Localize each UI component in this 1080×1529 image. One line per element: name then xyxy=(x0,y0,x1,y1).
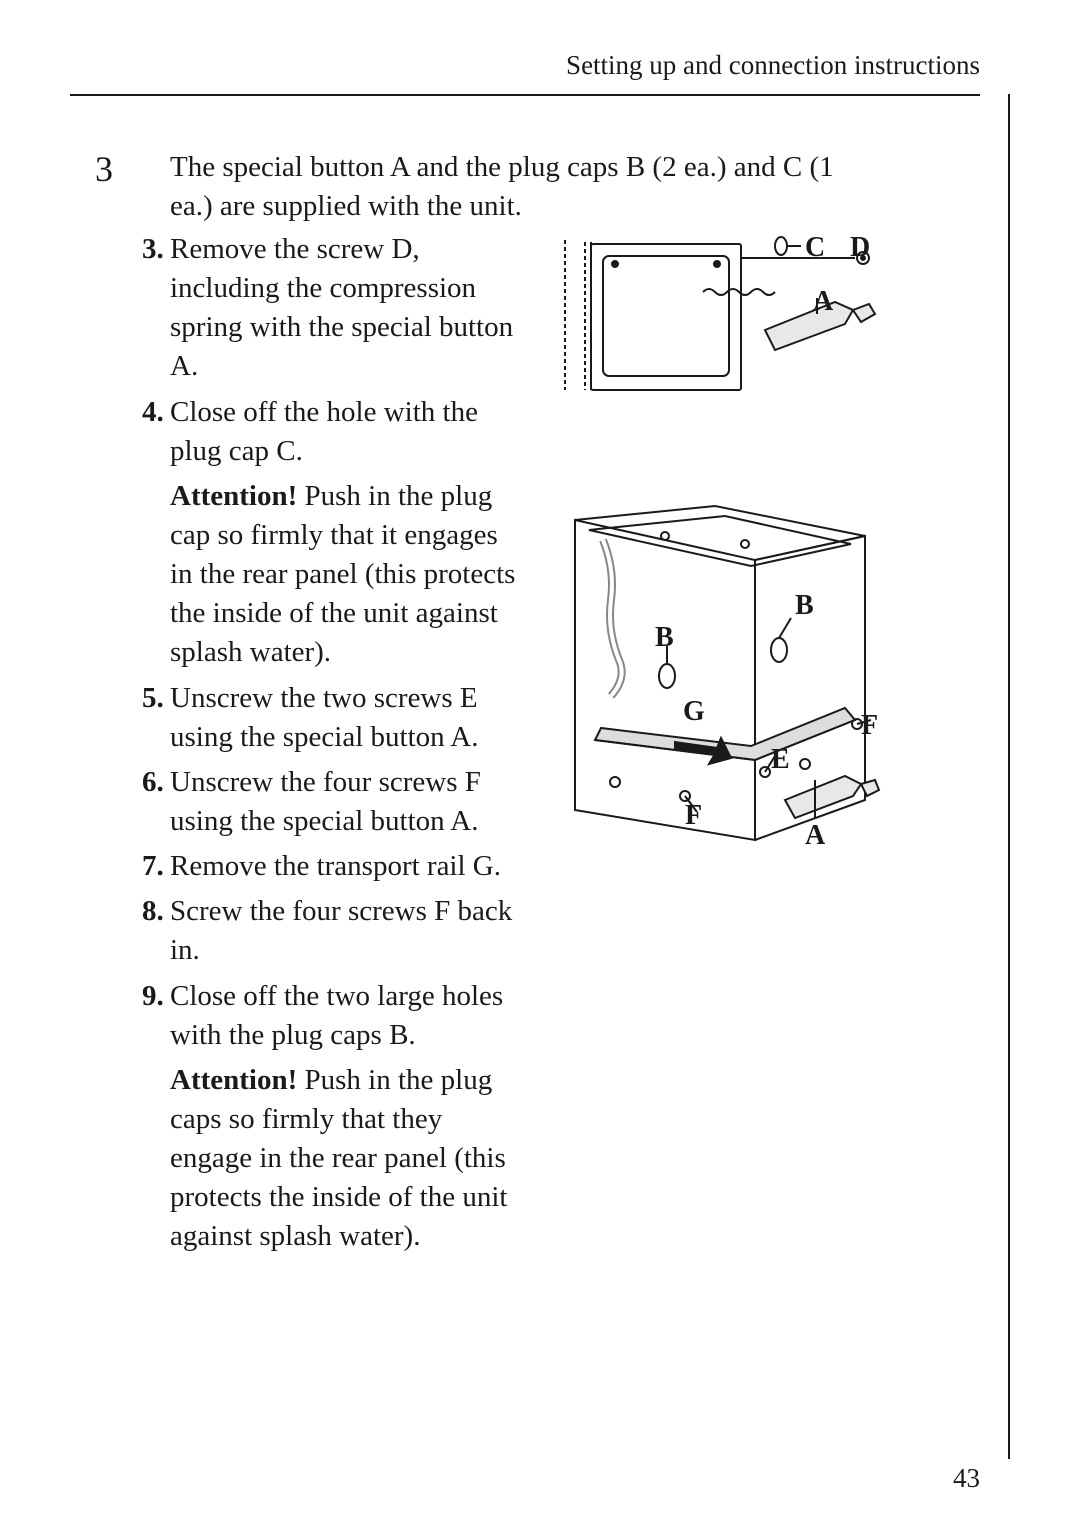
figure-bottom: B B G F F E A xyxy=(555,500,885,850)
list-item: 3.Remove the screw D, including the comp… xyxy=(142,230,522,387)
list-item: 4.Close off the hole with the plug cap C… xyxy=(142,393,522,471)
list-item: Attention! Push in the plug cap so firml… xyxy=(142,477,522,673)
attention-label: Attention! xyxy=(170,480,297,512)
item-num: 8. xyxy=(142,892,170,970)
item-body: Remove the transport rail G. xyxy=(170,847,522,886)
fig-label-f2: F xyxy=(685,800,702,832)
item-body: Close off the hole with the plug cap C. xyxy=(170,393,522,471)
fig-label-d: D xyxy=(850,232,870,264)
fig-label-c: C xyxy=(805,232,825,264)
item-body: Close off the two large holes with the p… xyxy=(170,977,522,1055)
item-body: Unscrew the two screws E using the speci… xyxy=(170,679,522,757)
item-num: 6. xyxy=(142,763,170,841)
figure-bottom-svg xyxy=(555,500,885,850)
item-body: Attention! Push in the plug cap so firml… xyxy=(170,477,522,673)
intro-text: The special button A and the plug caps B… xyxy=(170,148,880,226)
list-item: 8.Screw the four screws F back in. xyxy=(142,892,522,970)
list-item: 6.Unscrew the four screws F using the sp… xyxy=(142,763,522,841)
fig-label-e: E xyxy=(771,744,790,776)
item-num xyxy=(142,477,170,673)
item-body: Unscrew the four screws F using the spec… xyxy=(170,763,522,841)
fig-label-f1: F xyxy=(861,710,878,742)
item-body: Attention! Push in the plug caps so firm… xyxy=(170,1061,522,1257)
page-number: 43 xyxy=(953,1463,980,1494)
list-item: 5.Unscrew the two screws E using the spe… xyxy=(142,679,522,757)
instruction-list: 3.Remove the screw D, including the comp… xyxy=(142,230,522,1263)
fig-label-b2: B xyxy=(795,590,814,622)
fig-label-a2: A xyxy=(805,820,825,852)
manual-page: Setting up and connection instructions 3… xyxy=(0,0,1080,1529)
item-num: 4. xyxy=(142,393,170,471)
list-item: 7.Remove the transport rail G. xyxy=(142,847,522,886)
list-item: 9.Close off the two large holes with the… xyxy=(142,977,522,1055)
figure-top: C D A xyxy=(555,230,885,395)
step-number: 3 xyxy=(95,148,113,190)
fig-label-g: G xyxy=(683,696,705,728)
item-num: 7. xyxy=(142,847,170,886)
item-num: 5. xyxy=(142,679,170,757)
fig-label-a: A xyxy=(813,286,833,318)
attention-label: Attention! xyxy=(170,1064,297,1096)
header-text: Setting up and connection instructions xyxy=(566,50,980,81)
figure-top-svg xyxy=(555,230,885,395)
fig-label-b1: B xyxy=(655,622,674,654)
item-num xyxy=(142,1061,170,1257)
item-body: Remove the screw D, including the compre… xyxy=(170,230,522,387)
item-num: 9. xyxy=(142,977,170,1055)
header-rule xyxy=(70,94,980,96)
side-rule xyxy=(1008,94,1010,1459)
item-body: Screw the four screws F back in. xyxy=(170,892,522,970)
list-item: Attention! Push in the plug caps so firm… xyxy=(142,1061,522,1257)
item-num: 3. xyxy=(142,230,170,387)
